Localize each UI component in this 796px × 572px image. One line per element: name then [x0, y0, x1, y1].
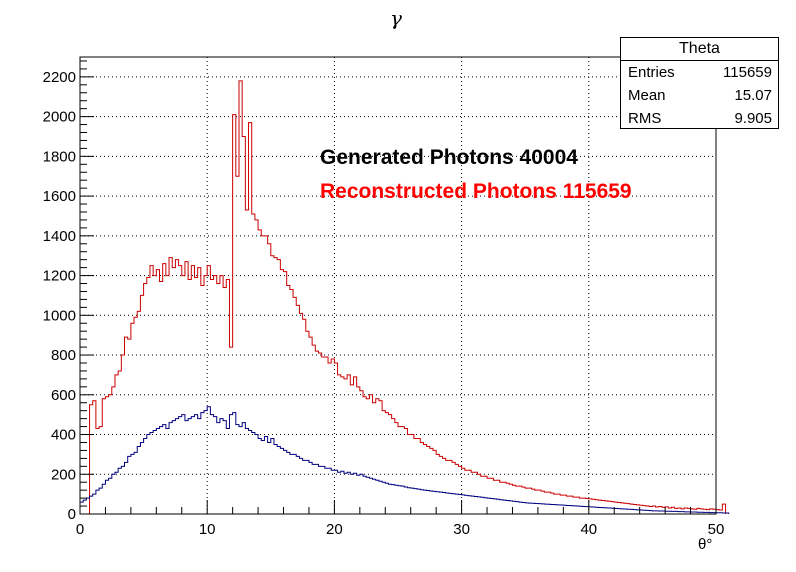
y-tick-label: 400 — [51, 427, 76, 444]
y-tick-label: 0 — [68, 506, 76, 523]
y-tick-label: 200 — [51, 466, 76, 483]
histogram-series — [79, 80, 730, 515]
stats-box: Theta Entries 115659 Mean 15.07 RMS 9.90… — [620, 37, 779, 129]
series-generated-photons — [79, 406, 730, 514]
axes: 0 10 20 30 40 50 0 200 400 600 800 1000 1200 1400 1600… — [43, 56, 725, 538]
stats-entries-label: Entries — [628, 64, 675, 81]
stats-row-entries: Entries 115659 — [621, 61, 778, 84]
y-tick-label: 600 — [51, 387, 76, 404]
y-tick-label: 1000 — [43, 307, 76, 324]
grid-lines — [80, 57, 716, 514]
stats-title: Theta — [621, 38, 778, 61]
legend-generated-photons: Generated Photons 40004 — [320, 146, 578, 169]
chart-title: γ — [390, 6, 402, 30]
x-tick-label: 10 — [199, 521, 216, 538]
x-tick-label: 50 — [708, 521, 725, 538]
y-tick-label: 1200 — [43, 268, 76, 285]
legend-reconstructed-photons: Reconstructed Photons 115659 — [320, 180, 632, 203]
stats-rms-label: RMS — [628, 110, 662, 127]
stats-mean-label: Mean — [628, 87, 666, 104]
y-tick-label: 1400 — [43, 228, 76, 245]
stats-row-mean: Mean 15.07 — [621, 84, 778, 107]
x-tick-label: 20 — [326, 521, 343, 538]
y-tick-label: 1800 — [43, 148, 76, 165]
stats-row-rms: RMS 9.905 — [621, 107, 778, 130]
y-tick-label: 2200 — [43, 69, 76, 86]
y-tick-label: 800 — [51, 347, 76, 364]
stats-rms-value: 9.905 — [734, 110, 772, 127]
stats-mean-value: 15.07 — [734, 87, 772, 104]
x-tick-label: 40 — [580, 521, 597, 538]
plot-frame — [79, 56, 717, 515]
x-tick-label: 30 — [453, 521, 470, 538]
x-axis-label: θ° — [698, 536, 713, 553]
stats-entries-value: 115659 — [723, 64, 772, 81]
y-tick-label: 1600 — [43, 188, 76, 205]
y-tick-label: 2000 — [43, 109, 76, 126]
series-reconstructed-photons — [80, 80, 727, 515]
x-tick-label: 0 — [76, 521, 84, 538]
